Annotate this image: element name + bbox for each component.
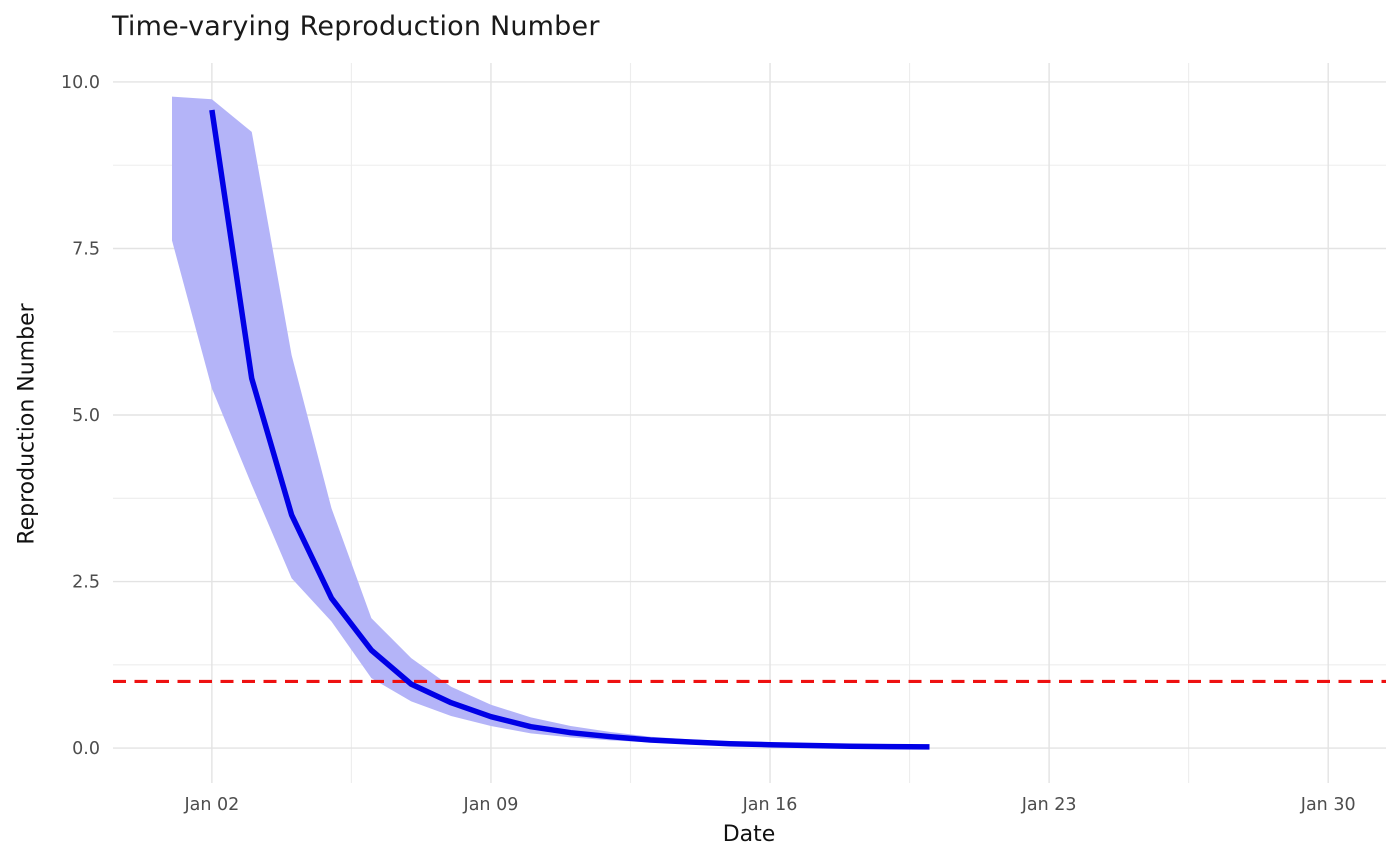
x-tick-label: Jan 30: [1300, 795, 1356, 815]
x-axis-title: Date: [722, 822, 776, 847]
mean-rt-line: [209, 109, 930, 750]
y-tick-label: 7.5: [72, 239, 100, 259]
credible-interval-ribbon: [172, 96, 930, 748]
y-axis-tick-labels: 0.0 2.5 5.0 7.5 10.0: [61, 73, 100, 759]
y-tick-label: 5.0: [72, 406, 100, 426]
y-tick-label: 10.0: [61, 73, 100, 93]
chart-title: Time-varying Reproduction Number: [112, 11, 600, 42]
x-tick-label: Jan 09: [463, 795, 519, 815]
x-tick-label: Jan 02: [183, 795, 239, 815]
y-tick-label: 2.5: [72, 573, 100, 593]
mean-rt-path: [209, 109, 930, 750]
x-axis-tick-labels: Jan 02 Jan 09 Jan 16 Jan 23 Jan 30: [183, 795, 1355, 815]
x-tick-label: Jan 16: [742, 795, 798, 815]
x-tick-label: Jan 23: [1021, 795, 1077, 815]
ribbon-polygon: [172, 96, 930, 748]
y-tick-label: 0.0: [72, 739, 100, 759]
